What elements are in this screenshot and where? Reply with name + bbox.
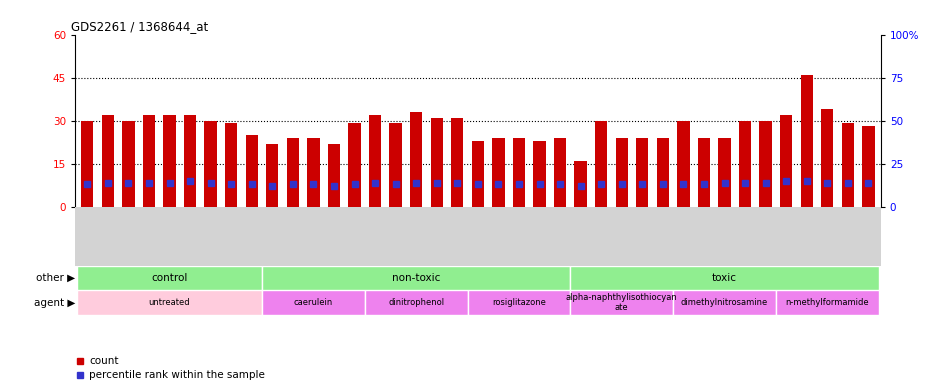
Text: rosiglitazone: rosiglitazone bbox=[491, 298, 546, 307]
Text: caerulein: caerulein bbox=[294, 298, 332, 307]
Bar bbox=[450, 118, 463, 207]
Bar bbox=[861, 126, 873, 207]
Bar bbox=[739, 121, 751, 207]
Bar bbox=[77, 266, 262, 290]
Bar bbox=[672, 290, 775, 315]
Bar bbox=[656, 138, 668, 207]
Bar bbox=[594, 121, 607, 207]
Text: n-methylformamide: n-methylformamide bbox=[784, 298, 869, 307]
Text: other ▶: other ▶ bbox=[37, 273, 75, 283]
Bar bbox=[775, 290, 878, 315]
Bar bbox=[615, 138, 627, 207]
Bar bbox=[841, 124, 853, 207]
Bar bbox=[307, 138, 319, 207]
Bar bbox=[163, 115, 175, 207]
Bar bbox=[262, 266, 570, 290]
Bar bbox=[574, 161, 586, 207]
Text: dimethylnitrosamine: dimethylnitrosamine bbox=[680, 298, 768, 307]
Bar bbox=[718, 138, 730, 207]
Text: control: control bbox=[152, 273, 187, 283]
Bar bbox=[81, 121, 94, 207]
Bar bbox=[410, 112, 422, 207]
Bar bbox=[328, 144, 340, 207]
Bar bbox=[570, 266, 878, 290]
Bar bbox=[677, 121, 689, 207]
Text: dinitrophenol: dinitrophenol bbox=[388, 298, 444, 307]
Bar bbox=[183, 115, 196, 207]
Bar bbox=[533, 141, 545, 207]
Bar bbox=[512, 138, 524, 207]
Bar bbox=[799, 75, 812, 207]
Bar bbox=[553, 138, 565, 207]
Bar bbox=[697, 138, 709, 207]
Bar bbox=[266, 144, 278, 207]
Bar bbox=[467, 290, 570, 315]
Text: toxic: toxic bbox=[711, 273, 737, 283]
Bar bbox=[759, 121, 771, 207]
Text: GDS2261 / 1368644_at: GDS2261 / 1368644_at bbox=[71, 20, 208, 33]
Bar bbox=[348, 124, 360, 207]
Bar bbox=[389, 124, 402, 207]
Bar bbox=[102, 115, 114, 207]
Bar bbox=[286, 138, 299, 207]
Bar bbox=[364, 290, 467, 315]
Bar bbox=[431, 118, 443, 207]
Bar bbox=[142, 115, 155, 207]
Bar bbox=[471, 141, 484, 207]
Text: untreated: untreated bbox=[149, 298, 190, 307]
Bar bbox=[225, 124, 237, 207]
Bar bbox=[570, 290, 672, 315]
Bar bbox=[122, 121, 135, 207]
Bar bbox=[77, 290, 262, 315]
Bar bbox=[204, 121, 216, 207]
Text: percentile rank within the sample: percentile rank within the sample bbox=[89, 370, 265, 380]
Text: alpha-naphthylisothiocyan
ate: alpha-naphthylisothiocyan ate bbox=[565, 293, 677, 312]
Bar bbox=[636, 138, 648, 207]
Bar bbox=[491, 138, 505, 207]
Bar bbox=[262, 290, 364, 315]
Bar bbox=[369, 115, 381, 207]
Bar bbox=[820, 109, 833, 207]
Bar bbox=[779, 115, 792, 207]
Text: agent ▶: agent ▶ bbox=[34, 298, 75, 308]
Text: count: count bbox=[89, 356, 118, 366]
Bar bbox=[245, 135, 257, 207]
Text: non-toxic: non-toxic bbox=[391, 273, 440, 283]
